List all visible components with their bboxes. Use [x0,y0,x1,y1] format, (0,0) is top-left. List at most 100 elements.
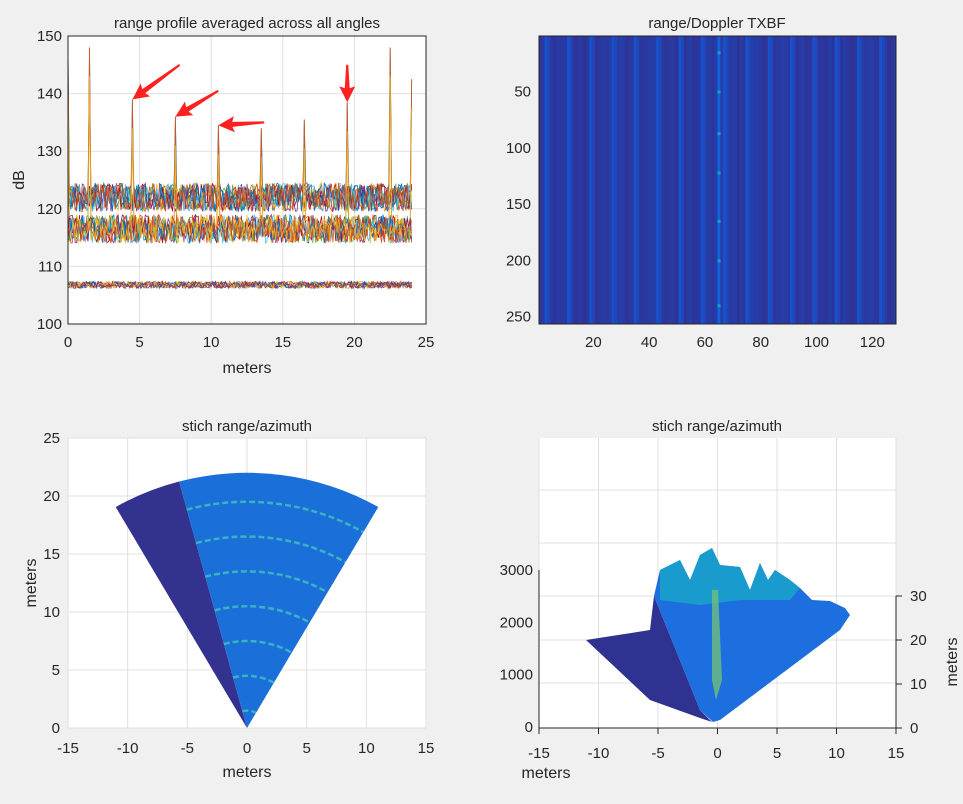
chart-title: range/Doppler TXBF [648,15,785,32]
heatmap-column [851,36,855,324]
series-line [67,213,413,244]
series-line [67,213,413,245]
chart-title: stich range/azimuth [652,418,782,435]
heatmap-column [611,36,615,324]
heatmap-column [628,36,632,324]
heatmap-column [625,36,629,324]
heatmap-column [684,36,688,324]
heatmap-column [700,36,704,324]
x-tick-label: -15 [57,740,79,757]
y-tick-label: 100 [506,140,531,157]
x-tick-label: -10 [588,745,610,762]
heatmap-column [756,36,760,324]
heatmap-column [809,36,813,324]
red-arrow [218,116,265,133]
heatmap-column [550,36,554,324]
heatmap-column [681,36,685,324]
y-tick-label: 0 [52,720,60,737]
y-tick-label: 5 [52,662,60,679]
heatmap-column [873,36,877,324]
x-tick-label: 25 [418,334,435,351]
peak-surface [660,548,800,605]
heatmap-column [745,36,749,324]
y-axis-label: dB [11,170,28,190]
chart-title: stich range/azimuth [182,418,312,435]
heatmap-column [837,36,841,324]
heatmap-column [692,36,696,324]
heatmap-column [572,36,576,324]
y-tick-label: 20 [43,488,60,505]
plot-area [68,36,426,324]
heatmap-column [764,36,769,324]
heatmap-column [834,36,838,324]
series-line [67,280,412,290]
heatmap-column [686,36,690,324]
heatmap-column [631,36,635,324]
heatmap-column [658,36,663,324]
heatmap-column [617,36,621,324]
heatmap-column [728,36,732,324]
x-axis-label: meters [522,765,571,782]
dark-surface [586,596,712,722]
heatmap-column [561,36,565,324]
y-tick-label: 10 [43,604,60,621]
y-tick-label: 110 [38,258,62,275]
x-tick-label: 10 [203,334,220,351]
heatmap-column [644,36,649,324]
x-tick-label: 5 [302,740,310,757]
heatmap-column [815,36,819,324]
heatmap-column [890,36,894,324]
dark-sector [115,481,247,728]
heatmap-column [748,36,752,324]
heatmap-column [829,36,833,324]
heatmap-column [600,36,604,324]
heatmap-column [882,36,886,324]
heatmap-cell [717,219,721,223]
heatmap-column [650,36,654,324]
heatmap-column [656,36,660,324]
heatmap-column [711,36,716,324]
heatmap-column [778,36,782,324]
bright-arc [242,709,257,715]
red-arrow [132,63,181,100]
axes-box [67,35,427,325]
x-tick-label: -5 [181,740,194,757]
y-tick-label: 100 [37,316,62,333]
heatmap-column [709,36,713,324]
x-tick-label: -10 [117,740,139,757]
heatmap-column [678,36,682,324]
heatmap-column [558,36,562,324]
red-arrow [175,89,219,117]
z-tick-label: 3000 [500,562,533,579]
heatmap-column [731,36,735,324]
tick-labels: 0 5 10 15 20 25 100 110 120 130 140 150 [37,28,434,351]
heatmap-column [856,36,861,324]
heatmap-column [539,36,543,324]
x-tick-label: -15 [528,745,550,762]
series-line [67,182,413,213]
y-tick-label: 50 [514,84,531,101]
heatmap-column [817,36,821,324]
heatmap-column [555,36,559,324]
x-tick-label: 0 [713,745,721,762]
heatmap-column [703,36,707,324]
bright-arc [214,605,311,624]
heatmap-column [820,36,824,324]
heatmap-column [580,36,584,324]
heatmap-column [566,36,570,324]
heatmap-column [795,36,799,324]
heatmap-column [608,36,612,324]
heatmap-column [603,36,607,324]
heatmap-column [859,36,863,324]
heatmap-column [564,36,568,324]
x-tick-label: 15 [274,334,291,351]
x-tick-label: 10 [358,740,375,757]
heatmap-cell [717,90,721,94]
heatmap-column [753,36,757,324]
heatmap-column [893,36,897,324]
x-tick-label: 5 [135,334,143,351]
heatmap-column [759,36,763,324]
bright-arc [204,570,329,594]
heatmap-column [734,36,738,324]
z-tick-label: 0 [525,719,533,736]
